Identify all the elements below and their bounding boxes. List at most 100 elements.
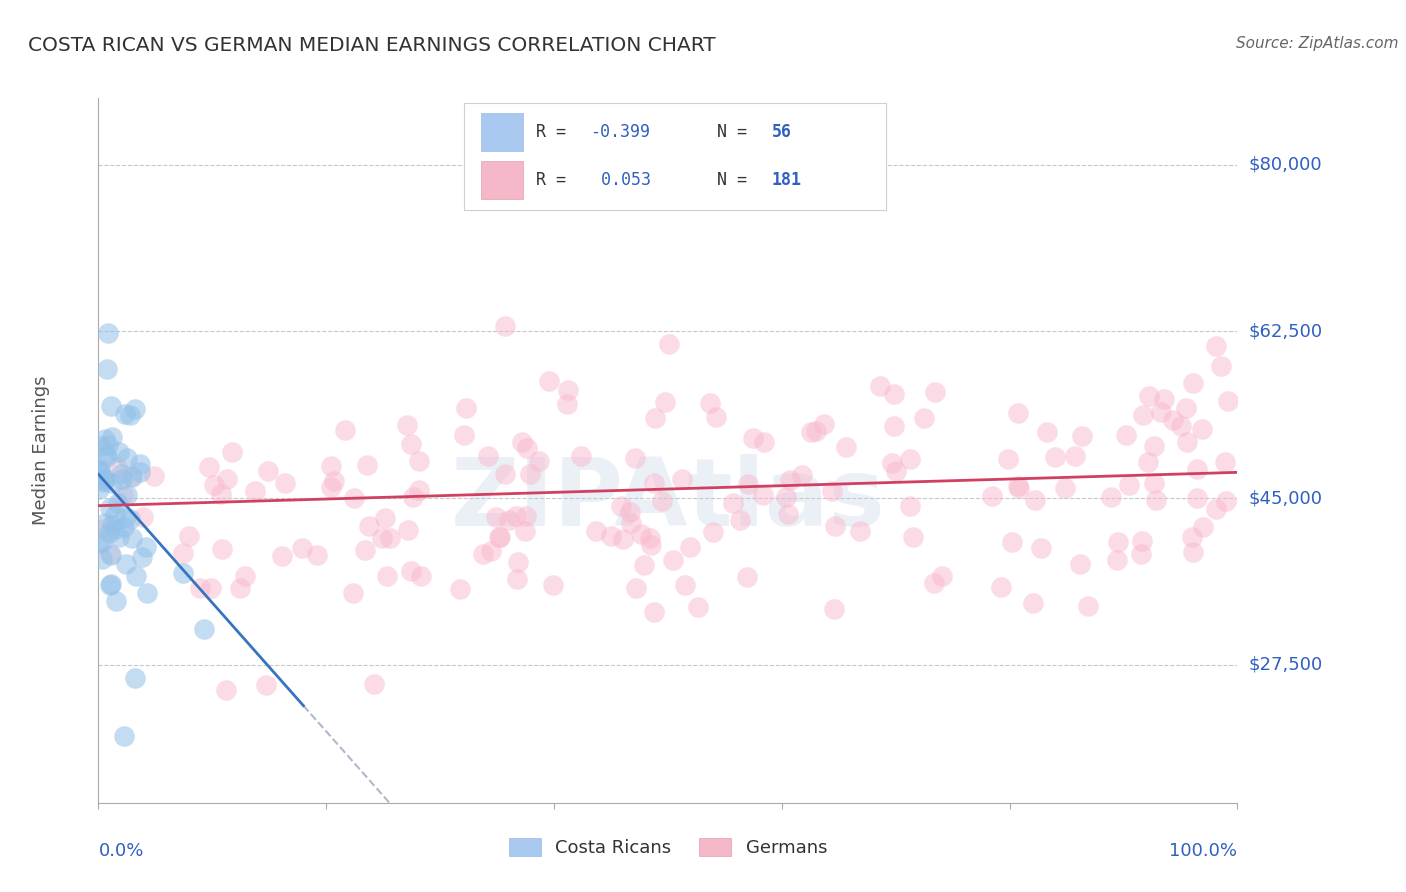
Point xyxy=(835,441,858,455)
Point xyxy=(257,464,280,478)
Point xyxy=(723,496,745,510)
Point xyxy=(997,451,1019,466)
Point xyxy=(209,487,232,501)
Point xyxy=(658,336,681,351)
Point xyxy=(93,475,115,489)
Point xyxy=(378,531,401,545)
Point xyxy=(1007,479,1029,493)
Point xyxy=(477,450,499,464)
Point xyxy=(96,362,118,376)
Point xyxy=(100,430,122,444)
Point xyxy=(374,511,396,525)
Point xyxy=(96,438,118,452)
Point xyxy=(1181,376,1204,390)
Point xyxy=(1053,481,1076,495)
Point xyxy=(96,450,118,464)
Point xyxy=(453,427,475,442)
Point xyxy=(1144,492,1167,507)
Point xyxy=(96,448,118,462)
Point xyxy=(87,464,110,478)
Point xyxy=(1064,450,1087,464)
Point xyxy=(91,522,114,536)
Point xyxy=(679,540,702,554)
Point xyxy=(630,527,652,541)
Point xyxy=(93,432,115,446)
Point xyxy=(901,530,924,544)
Point xyxy=(555,397,578,411)
Point xyxy=(363,677,385,691)
Point xyxy=(111,488,134,502)
Point xyxy=(776,508,799,522)
Point xyxy=(89,462,111,476)
Point xyxy=(323,474,346,488)
Point xyxy=(1142,475,1164,490)
Point xyxy=(620,516,643,531)
Point xyxy=(1069,557,1091,571)
Text: COSTA RICAN VS GERMAN MEDIAN EARNINGS CORRELATION CHART: COSTA RICAN VS GERMAN MEDIAN EARNINGS CO… xyxy=(28,36,716,54)
Point xyxy=(924,576,946,591)
Point xyxy=(105,460,128,475)
Point xyxy=(100,476,122,491)
Point xyxy=(609,499,631,513)
Point xyxy=(1045,450,1067,464)
Point xyxy=(90,535,112,549)
Point xyxy=(359,518,381,533)
Point xyxy=(654,394,676,409)
Point xyxy=(686,599,709,614)
Point xyxy=(135,586,157,600)
Point xyxy=(270,549,292,563)
Point xyxy=(408,483,430,497)
Point xyxy=(319,458,342,473)
Point xyxy=(335,424,357,438)
Point xyxy=(132,509,155,524)
Point xyxy=(1007,405,1029,419)
Point xyxy=(98,501,121,516)
Text: 0.053: 0.053 xyxy=(591,171,651,189)
Point xyxy=(215,683,238,698)
Point xyxy=(494,319,516,334)
Point xyxy=(1161,412,1184,426)
Point xyxy=(471,547,494,561)
Point xyxy=(217,472,239,486)
Point xyxy=(229,581,252,595)
Point xyxy=(883,387,905,401)
Point xyxy=(172,566,194,581)
FancyBboxPatch shape xyxy=(481,161,523,199)
Point xyxy=(396,524,419,538)
Point xyxy=(1036,425,1059,440)
Point xyxy=(131,549,153,564)
Point xyxy=(1105,553,1128,567)
Point xyxy=(924,385,946,400)
Point xyxy=(115,557,138,571)
Point xyxy=(515,508,537,523)
Point xyxy=(1071,429,1094,443)
Point xyxy=(633,558,655,572)
Point xyxy=(399,564,422,578)
Point xyxy=(114,510,136,524)
Point xyxy=(557,384,579,398)
Point xyxy=(401,491,423,505)
Point xyxy=(792,468,814,483)
Point xyxy=(898,451,921,466)
Legend: Costa Ricans, Germans: Costa Ricans, Germans xyxy=(502,830,834,864)
Point xyxy=(882,456,904,470)
Point xyxy=(506,572,529,586)
Text: 100.0%: 100.0% xyxy=(1170,841,1237,860)
Point xyxy=(527,454,550,468)
Point xyxy=(737,477,759,491)
Point xyxy=(97,525,120,540)
Point xyxy=(1150,405,1173,419)
Point xyxy=(800,425,823,440)
Point xyxy=(1118,478,1140,492)
Point xyxy=(1024,492,1046,507)
Point xyxy=(129,457,152,471)
Point xyxy=(1107,534,1129,549)
Point xyxy=(1153,392,1175,406)
Point xyxy=(489,530,512,544)
Point xyxy=(516,441,538,455)
Point xyxy=(125,569,148,583)
Text: -0.399: -0.399 xyxy=(591,123,651,141)
Point xyxy=(585,524,607,539)
Point xyxy=(980,489,1002,503)
Text: N =: N = xyxy=(717,171,756,189)
